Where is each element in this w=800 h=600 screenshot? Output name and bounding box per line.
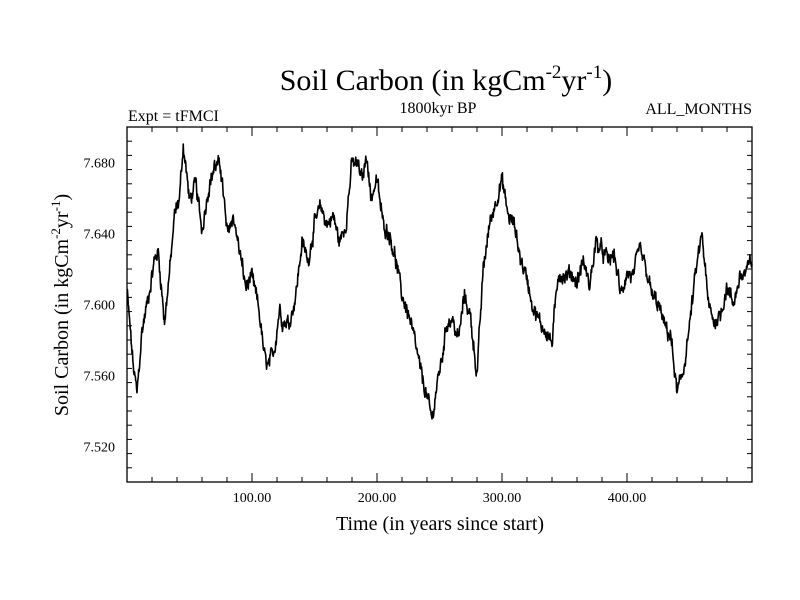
x-axis-label: Time (in years since start) <box>336 513 544 535</box>
x-tick-label: 100.00 <box>233 491 272 506</box>
y-tick-label: 7.600 <box>84 299 116 314</box>
y-axis-label: Soil Carbon (in kgCm-2yr-1) <box>48 194 73 416</box>
series-line-soil-carbon <box>126 143 753 420</box>
tick-labels: 100.00 200.00 300.00 400.00 7.520 7.560 7.600 7… <box>84 157 647 507</box>
period-label: 1800kyr BP <box>400 100 477 117</box>
y-tick-label: 7.560 <box>84 370 116 385</box>
y-tick-label: 7.640 <box>84 228 116 243</box>
axis-ticks <box>126 126 753 483</box>
x-tick-label: 300.00 <box>483 491 522 506</box>
plot-frame <box>126 126 753 483</box>
chart-title: Soil Carbon (in kgCm-2yr-1) <box>280 62 613 97</box>
x-tick-label: 200.00 <box>358 491 397 506</box>
x-tick-label: 400.00 <box>608 491 647 506</box>
experiment-label: Expt = tFMCI <box>128 108 219 125</box>
months-label: ALL_MONTHS <box>645 101 752 118</box>
y-tick-label: 7.680 <box>84 157 116 172</box>
y-tick-label: 7.520 <box>84 441 116 456</box>
